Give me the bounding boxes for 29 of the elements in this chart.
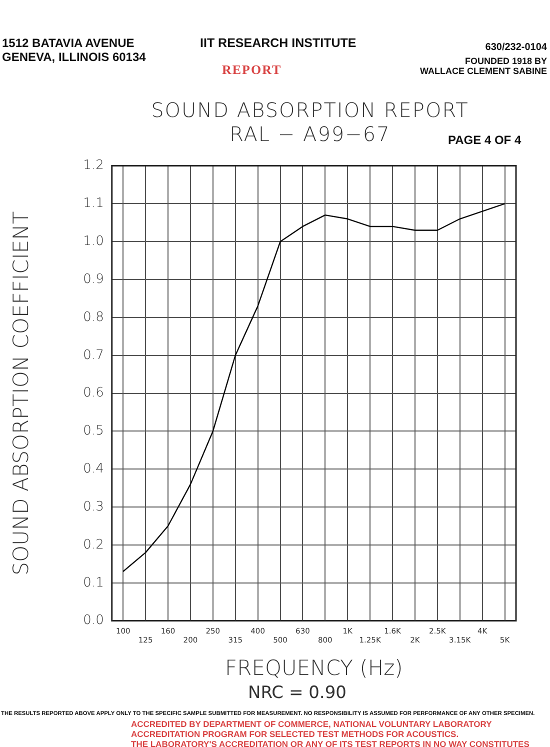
text: REPORT: [222, 62, 282, 78]
y-tick-label: 0.3: [83, 499, 104, 514]
text: PAGE 4 OF 4: [448, 133, 522, 147]
chart-subtitle: RAL − A99−67: [230, 122, 390, 146]
y-tick-label: 0.0: [83, 613, 104, 628]
text: FOUNDED 1918 BY: [464, 56, 547, 66]
y-tick-label: 0.6: [83, 386, 104, 401]
y-tick-label: 1.0: [83, 234, 104, 250]
text: WALLACE CLEMENT SABINE: [420, 66, 547, 76]
y-tick-label: 0.1: [83, 575, 104, 590]
text: ACCREDITATION PROGRAM FOR SELECTED TEST METHODS FOR ACOUSTICS.: [131, 729, 459, 739]
chart-title: SOUND ABSORPTION REPORT: [150, 98, 470, 122]
text: GENEVA, ILLINOIS 60134: [2, 50, 146, 64]
text: 1512 BATAVIA AVENUE: [2, 36, 134, 50]
text: 630/232-0104: [485, 42, 547, 53]
text: THE LABORATORY'S ACCREDITATION OR ANY OF ITS TEST REPORTS IN NO WAY CONSTITUTES: [131, 739, 530, 747]
text: IIT RESEARCH INSTITUTE: [200, 36, 356, 50]
y-tick-label: 0.5: [83, 424, 104, 439]
y-tick-label: 0.7: [83, 348, 104, 363]
y-tick-label: 0.8: [83, 310, 104, 325]
y-tick-label: 1.1: [83, 196, 104, 212]
y-tick-label: 0.2: [83, 537, 104, 552]
y-tick-label: 0.9: [83, 272, 104, 287]
y-axis-title: SOUND ABSORPTION COEFFICIENT: [9, 211, 34, 576]
y-tick-label: 0.4: [83, 462, 104, 477]
text: ACCREDITED BY DEPARTMENT OF COMMERCE, NATIONAL VOLUNTARY LABORATORY: [131, 719, 492, 729]
text: NRC = 0.90: [248, 683, 346, 703]
y-tick-label: 1.2: [83, 158, 104, 174]
x-axis-title: FREQUENCY (Hz): [225, 656, 403, 680]
